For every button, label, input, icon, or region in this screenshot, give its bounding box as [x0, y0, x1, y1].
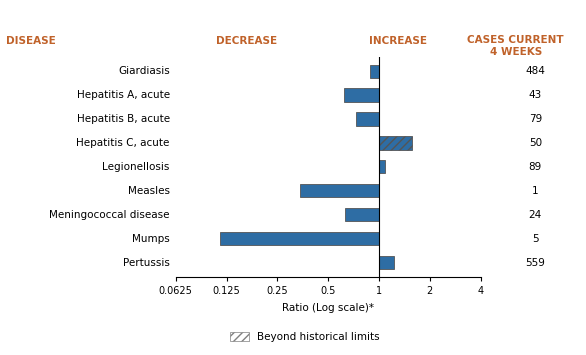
Text: Measles: Measles: [128, 186, 170, 196]
Text: Meningococcal disease: Meningococcal disease: [49, 210, 170, 220]
Text: 50: 50: [529, 138, 542, 148]
Text: Giardiasis: Giardiasis: [118, 66, 170, 76]
Text: 1: 1: [532, 186, 539, 196]
Bar: [345, 208, 379, 221]
Text: Legionellosis: Legionellosis: [103, 162, 170, 172]
Bar: [220, 232, 379, 245]
Text: 43: 43: [529, 90, 542, 100]
Text: 5: 5: [532, 234, 539, 244]
Bar: [356, 113, 379, 126]
Bar: [370, 65, 379, 78]
Bar: [379, 256, 394, 269]
Text: 79: 79: [529, 114, 542, 124]
Text: Hepatitis A, acute: Hepatitis A, acute: [77, 90, 170, 100]
Bar: [344, 88, 379, 102]
Text: 24: 24: [529, 210, 542, 220]
Text: INCREASE: INCREASE: [370, 36, 427, 46]
Text: Mumps: Mumps: [132, 234, 170, 244]
Text: DISEASE: DISEASE: [6, 36, 56, 46]
Text: 559: 559: [526, 257, 546, 268]
Text: 89: 89: [529, 162, 542, 172]
Bar: [379, 136, 413, 149]
Text: CASES CURRENT
4 WEEKS: CASES CURRENT 4 WEEKS: [468, 35, 564, 57]
Text: DECREASE: DECREASE: [216, 36, 277, 46]
Text: Hepatitis B, acute: Hepatitis B, acute: [77, 114, 170, 124]
Text: Pertussis: Pertussis: [123, 257, 170, 268]
X-axis label: Ratio (Log scale)*: Ratio (Log scale)*: [282, 303, 374, 313]
Text: 484: 484: [526, 66, 546, 76]
Bar: [379, 160, 384, 174]
Legend: Beyond historical limits: Beyond historical limits: [226, 328, 384, 346]
Bar: [300, 184, 379, 197]
Text: Hepatitis C, acute: Hepatitis C, acute: [76, 138, 170, 148]
